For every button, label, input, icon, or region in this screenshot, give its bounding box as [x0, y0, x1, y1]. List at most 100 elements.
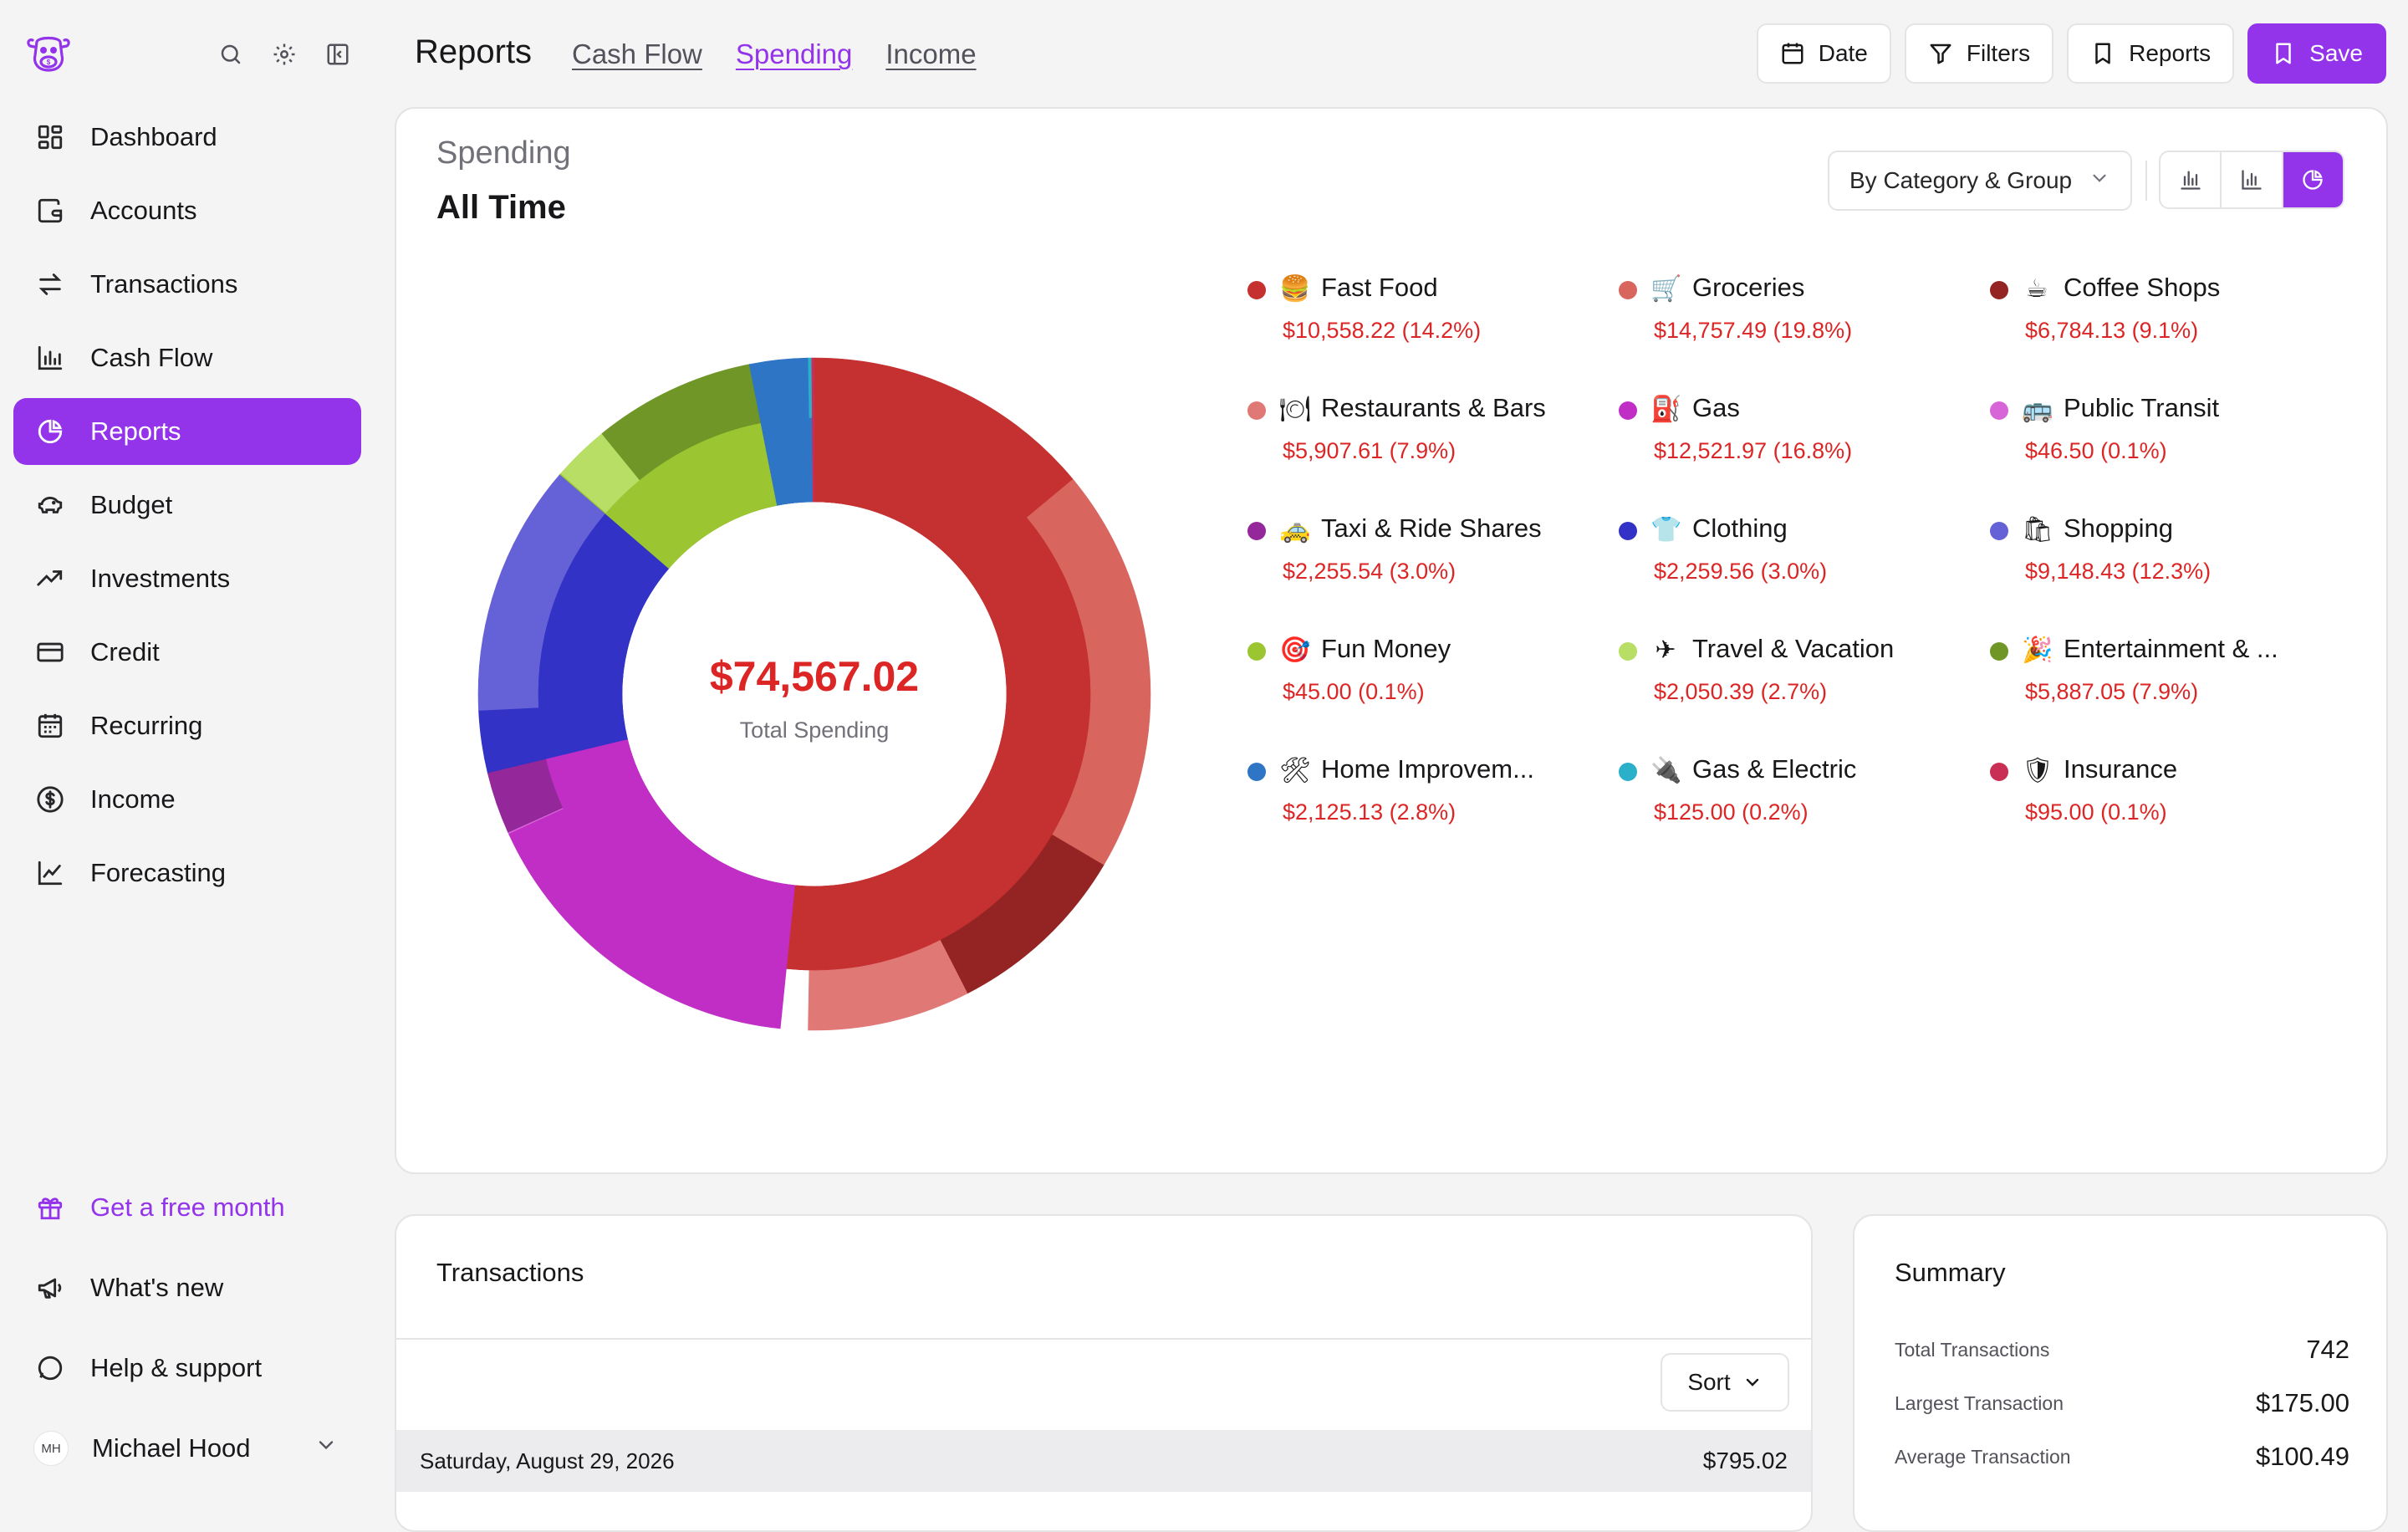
sidebar-item-recurring[interactable]: Recurring — [13, 692, 361, 759]
sidebar: $ Dashboard Accounts Transactions Cash F… — [0, 0, 376, 1505]
collapse-sidebar-icon[interactable] — [320, 37, 355, 72]
sidebar-item-label: Cash Flow — [90, 343, 213, 372]
user-menu[interactable]: MH Michael Hood — [13, 1412, 361, 1485]
legend-category-amount: $2,050.39 (2.7%) — [1654, 679, 1828, 704]
legend-category-amount: $2,259.56 (3.0%) — [1654, 559, 1828, 584]
legend-category-name: Clothing — [1692, 513, 1788, 543]
chart-title: All Time — [436, 189, 566, 226]
legend-color-swatch — [1247, 401, 1266, 420]
bookmark-icon — [2090, 41, 2115, 66]
legend-category-amount: $6,784.13 (9.1%) — [2025, 318, 2199, 343]
help-support-link[interactable]: Help & support — [13, 1331, 361, 1405]
stacked-bar-view-button[interactable] — [2220, 152, 2281, 207]
legend-item[interactable]: 👕 Clothing $2,259.56 (3.0%) — [1614, 505, 1985, 626]
legend-category-amount: $10,558.22 (14.2%) — [1283, 318, 1482, 343]
legend-category-name: Fast Food — [1321, 273, 1438, 302]
summary-card: Summary Total Transactions 742 Largest T… — [1853, 1214, 2388, 1532]
date-group-label: Saturday, August 29, 2026 — [420, 1448, 675, 1473]
date-button[interactable]: Date — [1756, 23, 1891, 84]
sidebar-item-investments[interactable]: Investments — [13, 545, 361, 612]
donut-group-slice[interactable] — [812, 417, 815, 503]
sidebar-item-accounts[interactable]: Accounts — [13, 177, 361, 244]
legend-item[interactable]: 🍔 Fast Food $10,558.22 (14.2%) — [1242, 264, 1614, 385]
whats-new-link[interactable]: What's new — [13, 1251, 361, 1325]
category-emoji-icon: 🚌 — [2022, 395, 2053, 424]
sidebar-item-dashboard[interactable]: Dashboard — [13, 104, 361, 171]
legend-item[interactable]: 🎉 Entertainment & ... $5,887.05 (7.9%) — [1985, 626, 2356, 746]
summary-total-transactions: Total Transactions 742 — [1895, 1335, 2349, 1365]
legend-item[interactable]: 🛒 Groceries $14,757.49 (19.8%) — [1614, 264, 1985, 385]
transactions-title: Transactions — [436, 1258, 584, 1287]
sidebar-bottom: Get a free month What's new Help & suppo… — [13, 1171, 361, 1492]
saved-reports-button[interactable]: Reports — [2067, 23, 2235, 84]
toolbar-divider — [2145, 161, 2147, 201]
summary-title: Summary — [1895, 1258, 2006, 1287]
summary-value: $175.00 — [2255, 1388, 2349, 1417]
app-logo-icon[interactable]: $ — [25, 30, 72, 77]
header-actions: Date Filters Reports Save — [1756, 23, 2386, 84]
group-by-select[interactable]: By Category & Group — [1828, 151, 2132, 211]
sidebar-item-forecasting[interactable]: Forecasting — [13, 840, 361, 906]
gear-icon[interactable] — [267, 37, 302, 72]
legend-category-name: Home Improvem... — [1321, 754, 1534, 784]
tab-cash-flow[interactable]: Cash Flow — [572, 38, 702, 69]
legend-color-swatch — [1990, 642, 2008, 661]
legend-item[interactable]: 🍽 Restaurants & Bars $5,907.61 (7.9%) — [1242, 385, 1614, 505]
legend-category-name: Taxi & Ride Shares — [1321, 513, 1542, 543]
search-icon[interactable] — [213, 37, 248, 72]
legend-item[interactable]: ☕ Coffee Shops $6,784.13 (9.1%) — [1985, 264, 2356, 385]
donut-group-slice[interactable] — [545, 738, 795, 969]
legend-category-name: Restaurants & Bars — [1321, 393, 1546, 422]
tab-spending[interactable]: Spending — [735, 38, 853, 69]
sort-button[interactable]: Sort — [1661, 1353, 1789, 1412]
sidebar-item-label: Budget — [90, 490, 173, 519]
legend-color-swatch — [1247, 763, 1266, 781]
legend-item[interactable]: 🛍 Shopping $9,148.43 (12.3%) — [1985, 505, 2356, 626]
legend-color-swatch — [1990, 401, 2008, 420]
sidebar-item-transactions[interactable]: Transactions — [13, 251, 361, 318]
legend-category-amount: $45.00 (0.1%) — [1283, 679, 1425, 704]
legend-item[interactable]: 🛡 Insurance $95.00 (0.1%) — [1985, 746, 2356, 866]
transactions-card: Transactions Sort Saturday, August 29, 2… — [395, 1214, 1813, 1532]
save-button[interactable]: Save — [2247, 23, 2386, 84]
legend-item[interactable]: 🛠 Home Improvem... $2,125.13 (2.8%) — [1242, 746, 1614, 866]
sidebar-item-credit[interactable]: Credit — [13, 619, 361, 686]
legend-color-swatch — [1619, 522, 1637, 540]
user-name: Michael Hood — [92, 1433, 251, 1463]
page-title: Reports — [415, 33, 533, 70]
sidebar-item-cash-flow[interactable]: Cash Flow — [13, 324, 361, 391]
category-emoji-icon: 🛠 — [1279, 756, 1312, 785]
chat-bubble-icon — [33, 1351, 67, 1385]
bar-chart-view-button[interactable] — [2161, 152, 2220, 207]
legend-color-swatch — [1619, 401, 1637, 420]
legend-item[interactable]: 🎯 Fun Money $45.00 (0.1%) — [1242, 626, 1614, 746]
legend-item[interactable]: ⛽ Gas $12,521.97 (16.8%) — [1614, 385, 1985, 505]
report-tabs: Cash Flow Spending Income — [572, 38, 977, 70]
tab-income[interactable]: Income — [885, 38, 977, 69]
get-free-month-link[interactable]: Get a free month — [13, 1171, 361, 1244]
legend-category-name: Travel & Vacation — [1692, 634, 1895, 663]
donut-group-slice[interactable] — [786, 417, 1091, 971]
legend-item[interactable]: 🔌 Gas & Electric $125.00 (0.2%) — [1614, 746, 1985, 866]
sidebar-item-budget[interactable]: Budget — [13, 472, 361, 539]
legend-item[interactable]: ✈ Travel & Vacation $2,050.39 (2.7%) — [1614, 626, 1985, 746]
spending-donut-chart[interactable] — [463, 343, 1166, 1045]
legend-item[interactable]: 🚌 Public Transit $46.50 (0.1%) — [1985, 385, 2356, 505]
sidebar-item-label: Income — [90, 784, 176, 814]
category-emoji-icon: 🛍 — [2022, 515, 2054, 544]
chevron-down-icon — [314, 1433, 338, 1463]
transaction-date-group: Saturday, August 29, 2026 $795.02 — [396, 1430, 1811, 1492]
legend-category-name: Insurance — [2064, 754, 2178, 784]
summary-value: $100.49 — [2255, 1442, 2349, 1471]
legend-color-swatch — [1990, 522, 2008, 540]
summary-label: Total Transactions — [1895, 1338, 2050, 1361]
sidebar-item-income[interactable]: Income — [13, 766, 361, 833]
summary-value: 742 — [2306, 1335, 2349, 1364]
legend-item[interactable]: 🚕 Taxi & Ride Shares $2,255.54 (3.0%) — [1242, 505, 1614, 626]
pie-chart-icon — [33, 415, 67, 448]
sidebar-item-reports[interactable]: Reports — [13, 398, 361, 465]
pie-chart-icon — [2303, 170, 2323, 190]
summary-label: Average Transaction — [1895, 1445, 2071, 1468]
filters-button[interactable]: Filters — [1904, 23, 2054, 84]
pie-chart-view-button[interactable] — [2281, 152, 2343, 207]
